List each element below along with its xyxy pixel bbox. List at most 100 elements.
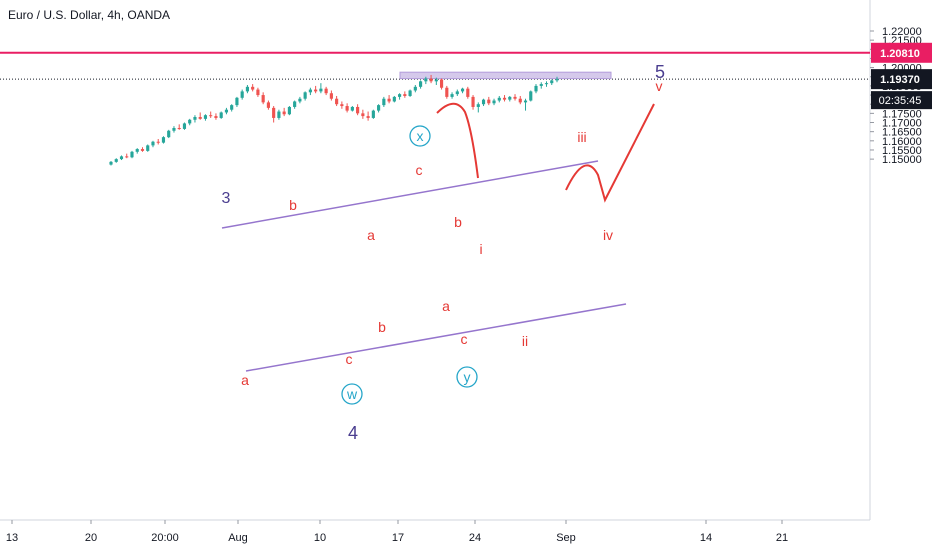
candle-body xyxy=(272,107,276,118)
candle-body xyxy=(466,88,470,97)
candle-body xyxy=(497,97,501,101)
candle-body xyxy=(114,159,118,162)
candle-body xyxy=(140,149,145,151)
wave-label-b: b xyxy=(289,197,297,213)
wave-label-c: c xyxy=(461,331,468,347)
y-tick-label: 1.15000 xyxy=(882,154,922,166)
candle-body xyxy=(345,106,349,111)
candle-body xyxy=(539,84,543,86)
circled-label-x-ring xyxy=(409,125,431,147)
circled-label-w-ring xyxy=(341,383,363,405)
candle-body xyxy=(130,151,134,158)
wave-label-iv: iv xyxy=(603,227,613,243)
x-tick-label: 20:00 xyxy=(151,532,179,544)
candle-body xyxy=(230,105,234,110)
candle-body xyxy=(135,149,139,152)
wave-label-3: 3 xyxy=(222,190,231,207)
wave-label-4: 4 xyxy=(348,423,358,443)
candle-body xyxy=(413,86,417,91)
projection-5-path[interactable] xyxy=(565,103,655,203)
candle-body xyxy=(240,91,244,98)
supply-zone[interactable] xyxy=(399,71,612,80)
candle-body xyxy=(167,130,171,138)
candle-body xyxy=(492,100,496,104)
circled-label-y: y xyxy=(464,369,471,385)
y-tick-label: 1.17000 xyxy=(882,118,922,130)
circled-label-w: w xyxy=(346,386,358,402)
candle-body xyxy=(361,113,365,117)
x-tick-label: 20 xyxy=(85,532,97,544)
wave-label-c: c xyxy=(346,351,353,367)
y-tick-label: 1.22000 xyxy=(882,26,922,38)
candle-body xyxy=(455,91,459,95)
candle-body xyxy=(287,106,291,115)
candle-body xyxy=(529,91,533,101)
candle-body xyxy=(534,85,538,92)
candle-body xyxy=(308,89,312,93)
candle-body xyxy=(182,123,187,129)
projection-x-path[interactable] xyxy=(436,102,479,179)
candle-body xyxy=(471,96,475,107)
candle-body xyxy=(481,99,486,105)
wave-label-5: 5 xyxy=(655,62,665,82)
channel-lower-line[interactable] xyxy=(245,303,627,372)
candle-body xyxy=(172,128,176,131)
candle-body xyxy=(356,106,360,114)
candle-body xyxy=(419,81,423,87)
x-tick-label: 24 xyxy=(469,532,481,544)
candle-body xyxy=(387,98,391,102)
wave-label-v: v xyxy=(656,78,663,94)
candle-body xyxy=(450,94,454,97)
candle-body xyxy=(251,86,255,90)
wave-label-iii: iii xyxy=(577,129,586,145)
candle-body xyxy=(508,96,512,100)
candle-body xyxy=(119,156,124,160)
candle-body xyxy=(392,96,396,102)
candle-body xyxy=(224,109,229,113)
x-tick-label: 14 xyxy=(700,532,712,544)
candle-body xyxy=(502,97,507,100)
channel-upper-line[interactable] xyxy=(221,160,599,229)
y-tick-label: 1.17500 xyxy=(882,108,922,120)
y-tick-label: 1.16500 xyxy=(882,127,922,139)
candle-body xyxy=(161,137,166,143)
candle-body xyxy=(256,89,260,96)
candle-body xyxy=(209,115,213,117)
candle-body xyxy=(550,80,554,84)
candle-body xyxy=(293,101,297,107)
candle-body xyxy=(403,94,407,96)
candle-body xyxy=(424,78,428,82)
candle-body xyxy=(146,145,150,151)
candle-body xyxy=(398,94,402,97)
wave-label-ii: ii xyxy=(522,333,528,349)
candle-body xyxy=(298,98,302,102)
candle-body xyxy=(261,95,265,103)
candle-body xyxy=(266,102,270,108)
x-tick-label: 17 xyxy=(392,532,404,544)
candle-body xyxy=(429,78,433,82)
candle-body xyxy=(340,104,344,107)
candle-body xyxy=(109,161,113,165)
candle-body xyxy=(125,156,129,158)
candle-body xyxy=(460,88,465,92)
candle-body xyxy=(476,104,480,107)
candle-body xyxy=(555,79,559,81)
candle-body xyxy=(382,98,386,106)
countdown-tag xyxy=(871,91,932,110)
candle-body xyxy=(335,98,339,105)
candle-body xyxy=(408,90,412,96)
current-price-tag xyxy=(871,69,932,90)
candle-body xyxy=(214,116,218,118)
resistance-price-tag xyxy=(871,42,932,63)
candle-body xyxy=(366,116,370,118)
candle-body xyxy=(319,88,323,92)
candle-body xyxy=(198,117,202,119)
x-tick-label: Sep xyxy=(556,532,576,544)
wave-label-a: a xyxy=(241,372,249,388)
y-tick-label: 1.16000 xyxy=(882,136,922,148)
candle-body xyxy=(445,87,449,97)
candle-body xyxy=(151,141,155,146)
circled-label-x: x xyxy=(417,128,424,144)
candle-body xyxy=(277,111,281,118)
